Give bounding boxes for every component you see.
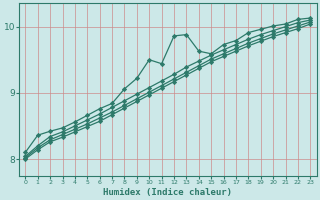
X-axis label: Humidex (Indice chaleur): Humidex (Indice chaleur) xyxy=(103,188,232,197)
